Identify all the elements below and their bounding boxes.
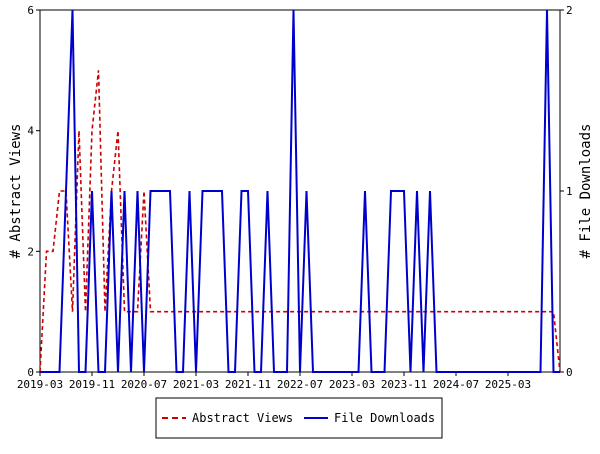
- y-tick-label-left: 6: [27, 4, 34, 17]
- x-tick-label: 2023-11: [381, 378, 427, 391]
- x-tick-label: 2019-03: [17, 378, 63, 391]
- y-axis-title-right: # File Downloads: [578, 124, 594, 259]
- legend-abstract-views-label: Abstract Views: [192, 411, 293, 425]
- y-tick-label-left: 0: [27, 366, 34, 379]
- y-tick-label-right: 2: [566, 4, 573, 17]
- series-line-abstract-views: [39, 70, 561, 373]
- x-tick-label: 2019-11: [69, 378, 115, 391]
- y-axis-title-left: # Abstract Views: [8, 124, 24, 259]
- x-tick-label: 2021-03: [173, 378, 219, 391]
- legend-box: [155, 397, 443, 439]
- x-tick-label: 2024-07: [433, 378, 479, 391]
- y-tick-label-right: 1: [566, 185, 573, 198]
- y-tick-label-left: 4: [27, 125, 34, 138]
- x-tick-label: 2023-03: [329, 378, 375, 391]
- x-tick-label: 2025-03: [485, 378, 531, 391]
- legend-file-downloads-label: File Downloads: [334, 411, 435, 425]
- legend: Abstract Views File Downloads: [155, 397, 443, 439]
- x-tick-label: 2022-07: [277, 378, 323, 391]
- y-tick-label-right: 0: [566, 366, 573, 379]
- x-tick-label: 2020-07: [121, 378, 167, 391]
- x-tick-label: 2021-11: [225, 378, 271, 391]
- axis-layer: 0 2 4 6 0 1 2 2019-03 2019-11 2020-07 2021-03 2021-…: [17, 4, 573, 391]
- y-tick-label-left: 2: [27, 245, 34, 258]
